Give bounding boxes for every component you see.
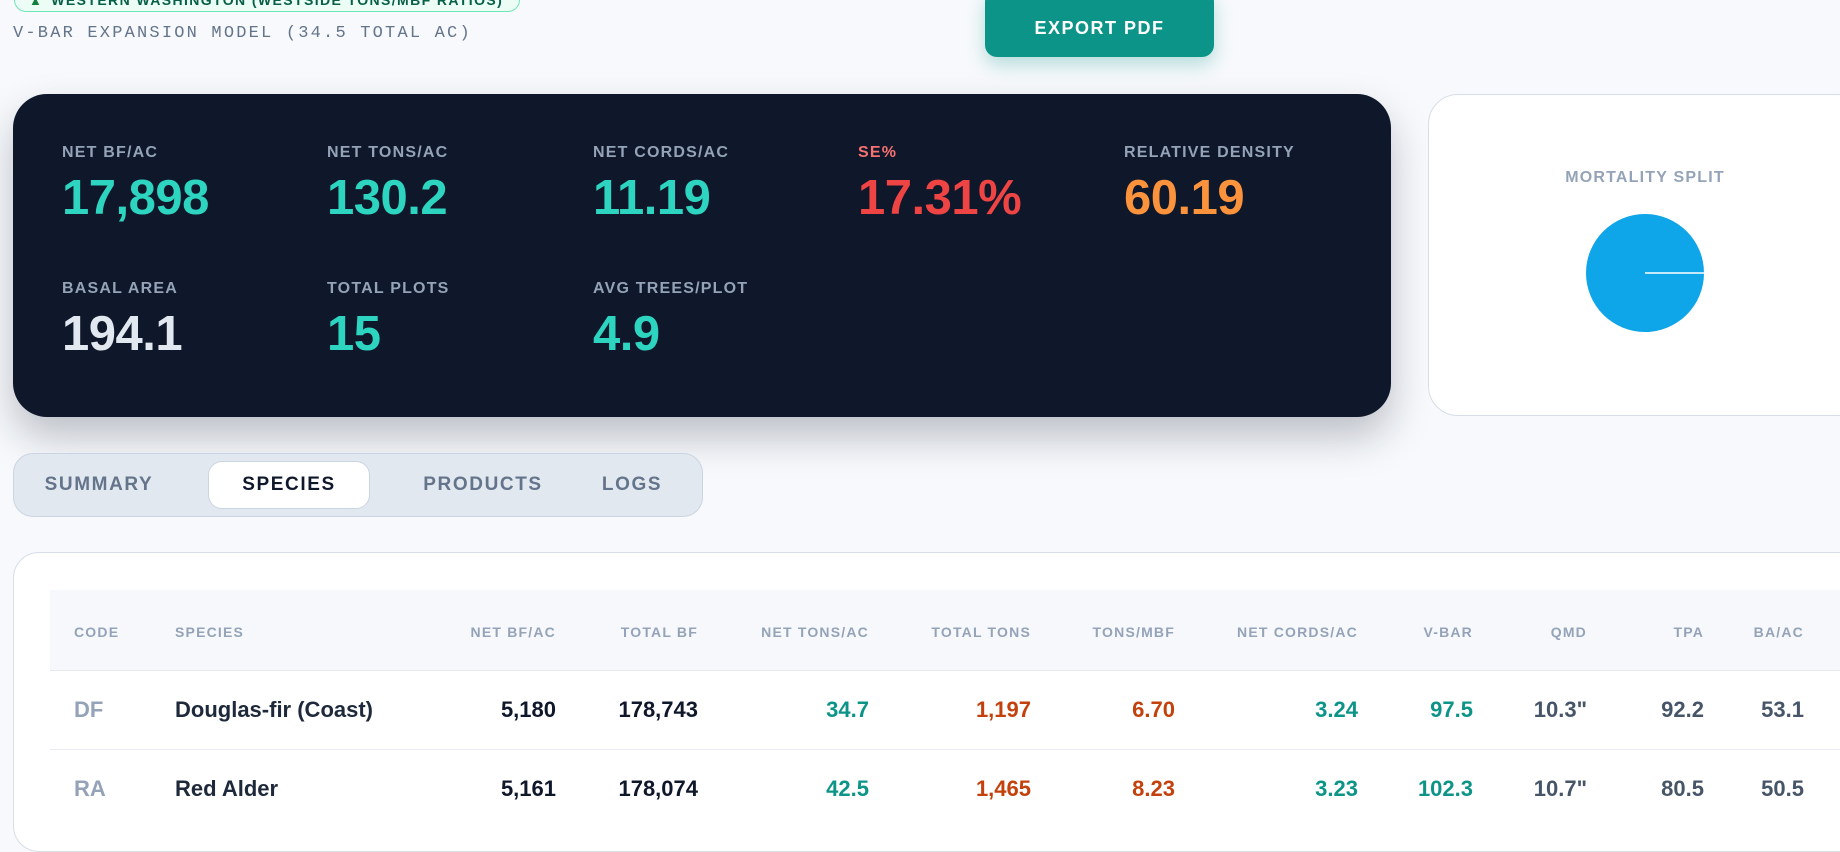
model-title: V-BAR EXPANSION MODEL (34.5 TOTAL AC)	[13, 24, 472, 43]
column-header-ba-ac: BA/AC	[1753, 624, 1804, 640]
column-header-tons-mbf: TONS/MBF	[1092, 624, 1175, 640]
cell-net-bf-ac: 5,161	[500, 776, 556, 801]
stat-value: 17.31%	[858, 171, 1022, 225]
mortality-split-card: MORTALITY SPLIT	[1428, 94, 1840, 416]
tree-icon: ▲	[29, 0, 44, 8]
table-header	[50, 590, 1840, 671]
tab-products[interactable]: PRODUCTS	[423, 474, 543, 495]
row-divider	[50, 749, 1840, 750]
cell-qmd: 10.3"	[1533, 697, 1587, 722]
stat-avg-trees-plot: AVG TREES/PLOT 4.9	[593, 280, 748, 359]
cell-tons-mbf: 8.23	[1132, 776, 1175, 801]
column-header-v-bar: V-BAR	[1423, 624, 1473, 640]
stat-total-plots: TOTAL PLOTS 15	[327, 280, 450, 359]
cell-total-tons: 1,197	[975, 697, 1031, 722]
column-header-total-tons: TOTAL TONS	[931, 624, 1031, 640]
stats-panel: NET BF/AC 17,898 NET TONS/AC 130.2 NET C…	[13, 94, 1391, 417]
stat-net-bf-ac: NET BF/AC 17,898	[62, 144, 209, 223]
tab-summary[interactable]: SUMMARY	[44, 474, 154, 495]
cell-v-bar: 97.5	[1430, 697, 1473, 722]
cell-net-cords-ac: 3.24	[1315, 697, 1358, 722]
stat-value: 11.19	[593, 171, 711, 225]
stat-value: 130.2	[327, 171, 448, 225]
cell-net-cords-ac: 3.23	[1315, 776, 1358, 801]
cell-tpa: 92.2	[1661, 697, 1704, 722]
cell-species: Douglas-fir (Coast)	[175, 697, 373, 722]
cell-code: DF	[74, 697, 104, 722]
species-table: CODE SPECIES NET BF/AC TOTAL BF NET TONS…	[13, 552, 1840, 852]
cell-net-bf-ac: 5,180	[500, 697, 556, 722]
export-pdf-button[interactable]: EXPORT PDF	[985, 0, 1214, 57]
stat-label: RELATIVE DENSITY	[1124, 144, 1295, 161]
stat-label: NET TONS/AC	[327, 144, 449, 161]
column-header-tpa: TPA	[1673, 624, 1704, 640]
column-header-net-tons-ac: NET TONS/AC	[761, 624, 869, 640]
cell-net-tons-ac: 34.7	[826, 697, 869, 722]
stat-net-tons-ac: NET TONS/AC 130.2	[327, 144, 448, 223]
mortality-split-title: MORTALITY SPLIT	[1565, 169, 1725, 186]
stat-value: 194.1	[62, 307, 183, 361]
cell-tpa: 80.5	[1661, 776, 1704, 801]
stat-label: BASAL AREA	[62, 280, 179, 297]
column-header-net-bf-ac: NET BF/AC	[470, 624, 556, 640]
stat-se-percent: SE% 17.31%	[858, 144, 1022, 225]
stat-label: TOTAL PLOTS	[327, 280, 450, 297]
stat-label: SE%	[858, 144, 898, 161]
stat-relative-density: RELATIVE DENSITY 60.19	[1124, 144, 1295, 223]
cell-total-bf: 178,743	[618, 697, 698, 722]
cell-ba-ac: 53.1	[1761, 697, 1804, 722]
column-header-code: CODE	[74, 624, 120, 640]
stat-basal-area: BASAL AREA 194.1	[62, 280, 183, 361]
view-tabs: SUMMARY SPECIES PRODUCTS LOGS	[13, 453, 703, 517]
region-badge: ▲ WESTERN WASHINGTON (WESTSIDE TONS/MBF …	[14, 0, 521, 12]
stat-value: 15	[327, 307, 381, 361]
column-header-qmd: QMD	[1550, 624, 1587, 640]
stat-net-cords-ac: NET CORDS/AC 11.19	[593, 144, 729, 223]
stat-value: 60.19	[1124, 171, 1245, 225]
cell-v-bar: 102.3	[1417, 776, 1473, 801]
stat-value: 17,898	[62, 171, 209, 225]
stat-label: NET CORDS/AC	[593, 144, 730, 161]
region-badge-label: WESTERN WASHINGTON (WESTSIDE TONS/MBF RA…	[51, 0, 504, 8]
column-header-species: SPECIES	[175, 624, 245, 640]
cell-net-tons-ac: 42.5	[826, 776, 869, 801]
stat-label: AVG TREES/PLOT	[593, 280, 749, 297]
cell-ba-ac: 50.5	[1761, 776, 1804, 801]
cell-species: Red Alder	[175, 776, 279, 801]
cell-total-tons: 1,465	[975, 776, 1031, 801]
stat-label: NET BF/AC	[62, 144, 159, 161]
cell-tons-mbf: 6.70	[1132, 697, 1175, 722]
cell-total-bf: 178,074	[618, 776, 698, 801]
cell-qmd: 10.7"	[1533, 776, 1587, 801]
stat-value: 4.9	[593, 307, 660, 361]
mortality-pie-chart	[1586, 214, 1704, 332]
tab-species[interactable]: SPECIES	[208, 461, 370, 509]
tab-logs[interactable]: LOGS	[601, 474, 663, 495]
cell-code: RA	[74, 776, 106, 801]
column-header-net-cords-ac: NET CORDS/AC	[1237, 624, 1358, 640]
column-header-total-bf: TOTAL BF	[620, 624, 698, 640]
